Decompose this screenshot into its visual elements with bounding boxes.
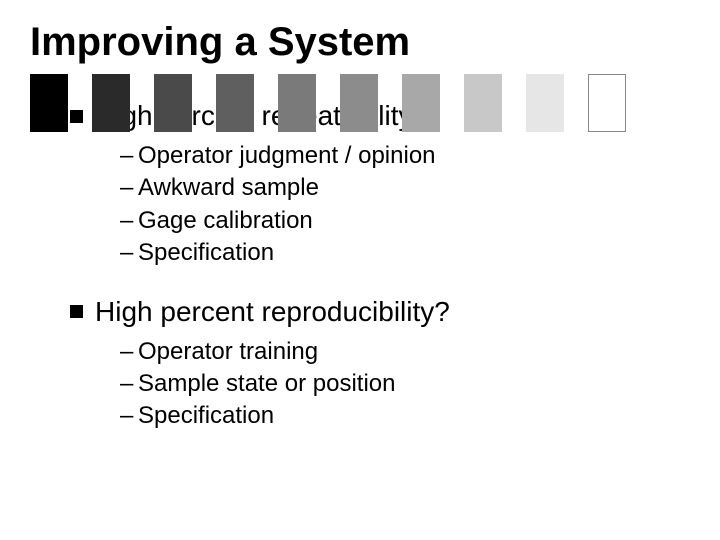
list-item-text: Operator training <box>138 338 318 365</box>
section-reproducibility: High percent reproducibility? –Operator … <box>70 296 690 433</box>
slide-content: High percent repeatability? –Operator ju… <box>30 100 690 433</box>
gradient-bar <box>464 74 502 132</box>
gradient-bar <box>30 74 68 132</box>
list-item-text: Awkward sample <box>138 174 319 201</box>
gradient-bar <box>92 74 130 132</box>
gradient-bar <box>278 74 316 132</box>
list-item: –Specification <box>120 237 690 269</box>
gradient-bar <box>402 74 440 132</box>
gradient-bar <box>588 74 626 132</box>
subitems: –Operator judgment / opinion –Awkward sa… <box>70 140 690 270</box>
subitems: –Operator training –Sample state or posi… <box>70 336 690 433</box>
gradient-bars <box>30 74 690 134</box>
gradient-bar <box>526 74 564 132</box>
list-item-text: Specification <box>138 239 274 266</box>
gradient-bar <box>216 74 254 132</box>
gradient-bar <box>154 74 192 132</box>
list-item-text: Operator judgment / opinion <box>138 142 436 169</box>
slide: Improving a System High percent repeatab… <box>0 0 720 540</box>
gradient-bar <box>340 74 378 132</box>
list-item: –Specification <box>120 400 690 432</box>
list-item: –Gage calibration <box>120 205 690 237</box>
heading-row: High percent reproducibility? <box>70 296 690 328</box>
list-item: –Awkward sample <box>120 172 690 204</box>
list-item: –Operator training <box>120 336 690 368</box>
bullet-icon <box>70 305 83 318</box>
list-item: –Sample state or position <box>120 368 690 400</box>
list-item-text: Specification <box>138 402 274 429</box>
slide-title: Improving a System <box>30 20 690 64</box>
list-item: –Operator judgment / opinion <box>120 140 690 172</box>
list-item-text: Gage calibration <box>138 207 313 234</box>
section-heading: High percent reproducibility? <box>95 296 450 328</box>
list-item-text: Sample state or position <box>138 370 395 397</box>
